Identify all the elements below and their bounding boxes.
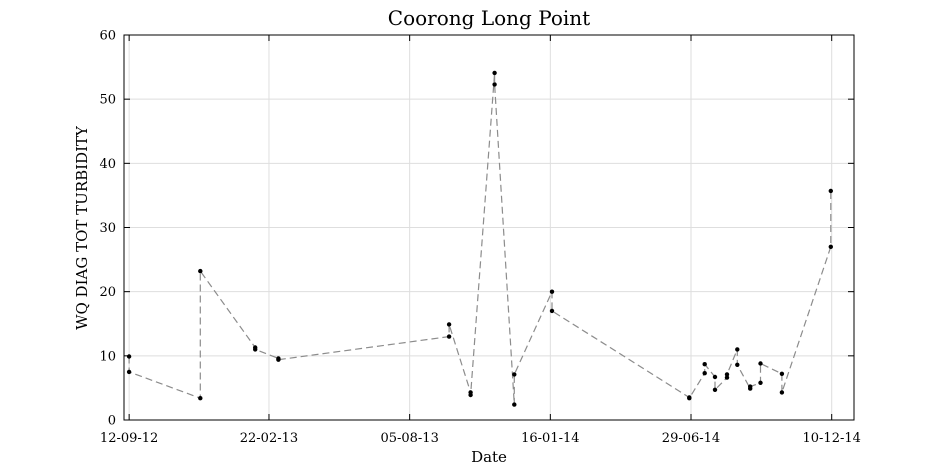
data-point — [253, 347, 258, 352]
y-axis-label: WQ DIAG TOT TURBIDITY — [73, 125, 91, 330]
x-tick-label: 10-12-14 — [802, 431, 860, 446]
data-point — [724, 375, 730, 380]
x-tick-label: 05-08-13 — [380, 431, 438, 446]
data-point — [446, 322, 452, 327]
data-point — [446, 334, 452, 339]
data-point — [276, 357, 281, 362]
x-tick-label: 12-09-12 — [100, 431, 158, 446]
data-point — [512, 372, 517, 377]
grid — [124, 34, 854, 421]
data-point — [198, 268, 203, 274]
data-point — [549, 308, 555, 314]
data-point — [492, 82, 497, 87]
data-point — [702, 362, 707, 367]
x-axis-label: Date — [471, 448, 507, 466]
y-tick-label: 50 — [99, 93, 116, 108]
x-tick-label: 16-01-14 — [521, 431, 579, 446]
data-point — [712, 374, 718, 380]
series-layer — [126, 70, 833, 407]
data-point — [126, 354, 132, 359]
data-point — [828, 188, 833, 194]
data-point — [702, 371, 707, 376]
data-point — [779, 371, 785, 376]
ticks — [124, 34, 854, 421]
y-tick-label: 10 — [99, 349, 116, 364]
chart-title: Coorong Long Point — [388, 6, 590, 30]
data-point — [549, 289, 555, 294]
data-point — [758, 380, 763, 385]
data-point — [724, 372, 730, 377]
data-point — [712, 387, 718, 392]
data-point — [735, 362, 740, 367]
data-point — [468, 392, 473, 398]
data-point — [512, 402, 517, 407]
y-tick-label: 40 — [99, 157, 116, 172]
data-point — [779, 390, 785, 395]
x-tick-label: 22-02-13 — [240, 431, 298, 446]
data-point — [758, 361, 763, 366]
data-point — [735, 347, 740, 352]
x-tick-label: 29-06-14 — [662, 431, 720, 446]
y-tick-label: 20 — [99, 285, 116, 300]
data-point — [126, 369, 132, 375]
data-point — [687, 396, 692, 401]
y-tick-label: 60 — [99, 29, 116, 44]
series-line — [128, 72, 832, 405]
y-tick-label: 30 — [99, 221, 116, 236]
y-tick-labels: 0 10 20 30 40 50 60 — [99, 29, 116, 429]
data-point — [492, 70, 497, 76]
x-tick-labels: 12-09-12 22-02-13 05-08-13 16-01-14 29-06-14… — [100, 431, 861, 446]
data-point — [748, 384, 753, 389]
y-tick-label: 0 — [108, 414, 116, 429]
data-point — [198, 396, 203, 401]
data-point — [828, 244, 833, 249]
